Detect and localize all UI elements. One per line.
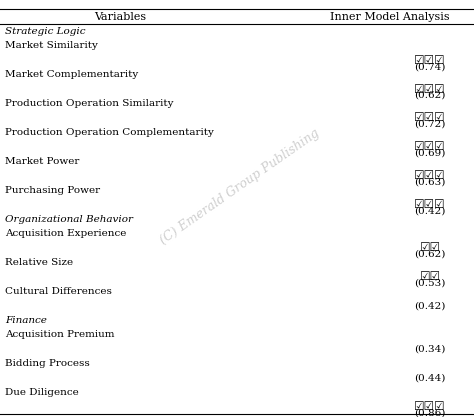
Text: Relative Size: Relative Size [5,258,73,267]
Text: Acquisition Experience: Acquisition Experience [5,229,127,238]
Text: Purchasing Power: Purchasing Power [5,186,100,195]
Text: (0.44): (0.44) [414,373,446,382]
Text: Production Operation Complementarity: Production Operation Complementarity [5,128,214,137]
Text: Acquisition Premium: Acquisition Premium [5,330,115,339]
Text: (0.72): (0.72) [414,120,446,129]
Text: Due Diligence: Due Diligence [5,388,79,397]
Text: Bidding Process: Bidding Process [5,359,90,368]
Text: (C) Emerald Group Publishing: (C) Emerald Group Publishing [158,127,322,247]
Text: (0.53): (0.53) [414,279,446,288]
Text: (0.74): (0.74) [414,62,446,71]
Text: (0.86): (0.86) [414,409,446,417]
Text: ☑☑☑: ☑☑☑ [414,54,446,67]
Text: (0.69): (0.69) [414,149,446,158]
Text: ☑☑☑: ☑☑☑ [414,140,446,153]
Text: Variables: Variables [94,12,146,22]
Text: (0.62): (0.62) [414,250,446,259]
Text: Cultural Differences: Cultural Differences [5,287,112,296]
Text: Inner Model Analysis: Inner Model Analysis [330,12,450,22]
Text: Production Operation Similarity: Production Operation Similarity [5,99,173,108]
Text: Organizational Behavior: Organizational Behavior [5,214,133,224]
Text: (0.63): (0.63) [414,178,446,187]
Text: (0.62): (0.62) [414,91,446,100]
Text: ☑☑☑: ☑☑☑ [414,400,446,413]
Text: ☑☑☑: ☑☑☑ [414,169,446,182]
Text: Strategic Logic: Strategic Logic [5,27,85,36]
Text: (0.34): (0.34) [414,344,446,354]
Text: ☑☑: ☑☑ [419,241,440,254]
Text: ☑☑☑: ☑☑☑ [414,198,446,211]
Text: ☑☑: ☑☑ [419,270,440,283]
Text: Market Similarity: Market Similarity [5,41,98,50]
Text: Finance: Finance [5,316,47,324]
Text: (0.42): (0.42) [414,206,446,216]
Text: (0.42): (0.42) [414,301,446,310]
Text: Market Complementarity: Market Complementarity [5,70,138,79]
Text: ☑☑☑: ☑☑☑ [414,83,446,95]
Text: ☑☑☑: ☑☑☑ [414,111,446,124]
Text: Market Power: Market Power [5,157,79,166]
